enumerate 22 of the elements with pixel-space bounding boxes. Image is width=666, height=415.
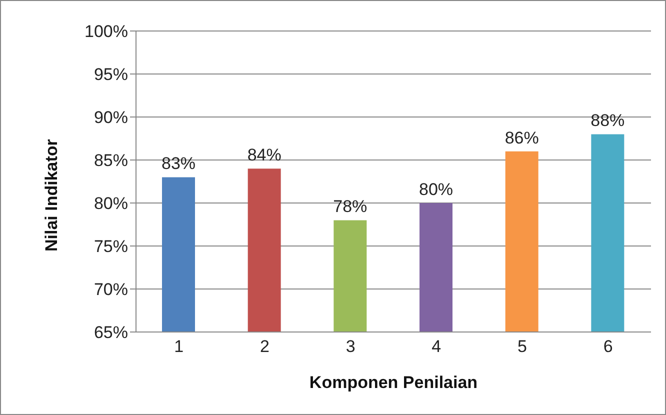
y-axis-title: Nilai Indikator <box>42 138 62 252</box>
x-tick-label: 4 <box>432 337 442 356</box>
y-tick-label: 75% <box>94 237 128 256</box>
data-label: 80% <box>418 180 454 199</box>
x-tick-label: 1 <box>174 337 184 356</box>
data-label: 88% <box>590 111 625 130</box>
y-tick-label: 70% <box>94 280 128 300</box>
data-label: 78% <box>333 197 368 216</box>
y-tick-label: 95% <box>94 65 128 84</box>
x-tick-label: 3 <box>346 337 356 356</box>
y-tick-label: 100% <box>84 22 128 42</box>
x-tick-label: 2 <box>260 337 270 356</box>
y-tick-label: 90% <box>94 108 128 128</box>
y-tick-label: 80% <box>94 194 128 214</box>
y-tick-label: 85% <box>94 151 128 170</box>
y-tick-label: 65% <box>94 323 128 342</box>
data-label: 84% <box>247 146 282 165</box>
x-axis-title: Komponen Penilaian <box>309 373 478 392</box>
x-tick-label: 6 <box>603 337 613 356</box>
data-label: 86% <box>504 128 539 148</box>
data-label: 83% <box>161 154 196 174</box>
x-tick-label: 5 <box>518 337 527 356</box>
